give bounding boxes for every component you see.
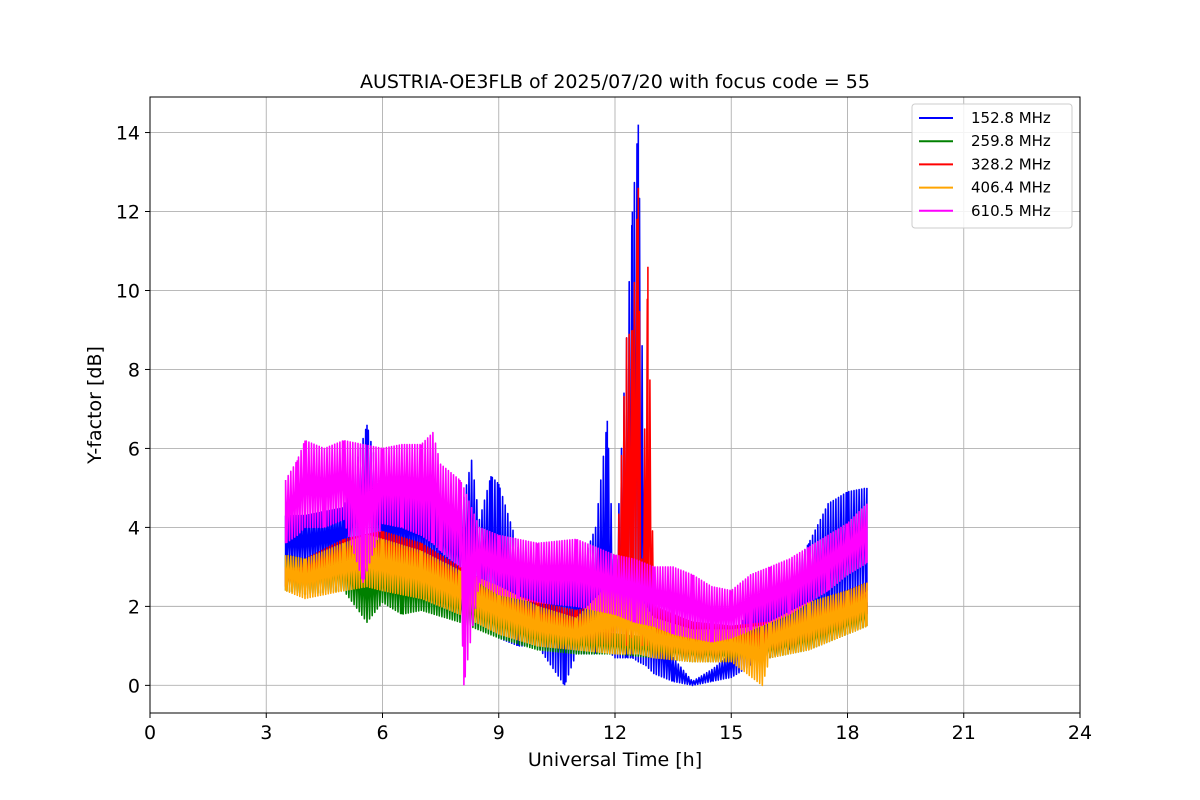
y-tick-label: 0: [128, 675, 140, 697]
y-tick-label: 14: [116, 123, 140, 145]
y-tick-label: 8: [128, 359, 140, 381]
legend: 152.8 MHz 259.8 MHz 328.2 MHz 406.4 MHz 610.…: [911, 103, 1073, 229]
x-tick-label: 0: [144, 722, 156, 744]
x-axis: 0 3 6 9 12 15 18 21 24: [144, 713, 1092, 744]
x-tick-label: 6: [376, 722, 388, 744]
plot-series: [284, 124, 868, 687]
x-tick-label: 15: [719, 722, 743, 744]
x-tick-label: 9: [493, 722, 505, 744]
legend-label: 610.5 MHz: [971, 202, 1051, 220]
x-tick-label: 3: [260, 722, 272, 744]
y-tick-label: 12: [116, 202, 140, 224]
x-axis-label: Universal Time [h]: [528, 749, 702, 771]
x-tick-label: 18: [835, 722, 859, 744]
y-tick-label: 10: [116, 280, 140, 302]
chart-title: AUSTRIA-OE3FLB of 2025/07/20 with focus …: [360, 71, 870, 93]
y-tick-label: 2: [128, 596, 140, 618]
series-line-610-5-mhz: [284, 431, 868, 686]
legend-label: 328.2 MHz: [971, 155, 1051, 173]
y-axis: 0 2 4 6 8 10 12 14: [116, 123, 150, 697]
legend-label: 259.8 MHz: [971, 132, 1051, 150]
legend-box: [911, 103, 1073, 229]
x-tick-label: 24: [1068, 722, 1092, 744]
x-tick-label: 21: [952, 722, 976, 744]
y-axis-label: Y-factor [dB]: [84, 346, 106, 465]
y-tick-label: 6: [128, 438, 140, 460]
x-tick-label: 12: [603, 722, 627, 744]
legend-label: 406.4 MHz: [971, 179, 1051, 197]
y-tick-label: 4: [128, 517, 140, 539]
legend-label: 152.8 MHz: [971, 109, 1051, 127]
